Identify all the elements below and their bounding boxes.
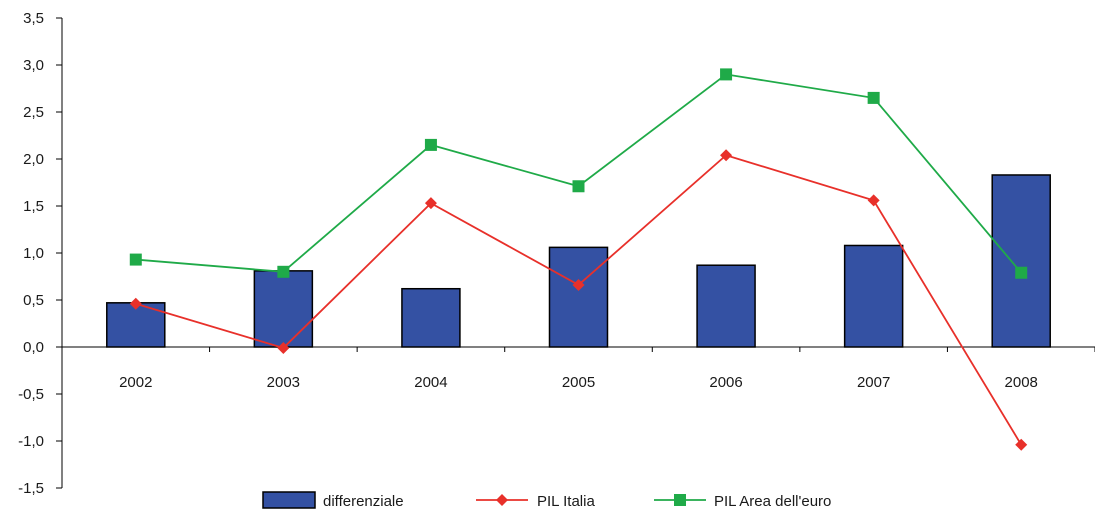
x-tick-label: 2007 — [857, 374, 890, 391]
x-tick-label: 2004 — [414, 374, 447, 391]
y-tick-label: -1,0 — [18, 433, 44, 450]
square-point — [720, 68, 733, 81]
legend-marker — [496, 494, 508, 506]
y-axis: -1,5 -1,0 -0,5 0,0 0,5 1,0 1,5 2,0 2,5 3,0 3,5 — [18, 10, 63, 497]
square-point — [424, 138, 437, 151]
x-tick-label: 2003 — [267, 374, 300, 391]
y-tick-label: -0,5 — [18, 386, 44, 403]
y-tick-label: 0,0 — [23, 339, 44, 356]
legend-label: PIL Area dell'euro — [714, 493, 831, 510]
bar — [991, 174, 1051, 348]
diamond-point — [720, 149, 733, 162]
diamond-point — [277, 341, 290, 354]
y-tick-label: 3,5 — [23, 10, 44, 27]
y-tick-label: -1,5 — [18, 480, 44, 497]
diamond-point — [424, 197, 437, 210]
square-point — [129, 253, 142, 266]
bar — [106, 302, 166, 348]
x-tick-label: 2002 — [119, 374, 152, 391]
diamond-point — [572, 278, 585, 291]
bar — [696, 264, 756, 348]
y-tick-label: 3,0 — [23, 57, 44, 74]
bar-series — [106, 174, 1051, 348]
bar — [401, 287, 461, 348]
diamond-point — [1015, 438, 1028, 451]
square-point — [1015, 266, 1028, 279]
diamond-point — [129, 297, 142, 310]
y-tick-label: 1,0 — [23, 245, 44, 262]
diamond-point — [867, 194, 880, 207]
x-tick-label: 2008 — [1005, 374, 1038, 391]
y-tick-label: 2,0 — [23, 151, 44, 168]
legend-marker — [674, 494, 686, 506]
line-series — [129, 68, 1028, 451]
x-tick-label: 2005 — [562, 374, 595, 391]
bar — [548, 246, 609, 348]
x-tick-label: 2006 — [709, 374, 742, 391]
series-line — [135, 73, 1022, 274]
y-tick-label: 1,5 — [23, 198, 44, 215]
y-tick-label: 0,5 — [23, 292, 44, 309]
legend-label: PIL Italia — [537, 493, 595, 510]
square-point — [867, 91, 880, 104]
bar — [843, 244, 904, 348]
x-axis: 2002 2003 2004 2005 2006 2007 2008 — [61, 346, 1095, 391]
square-point — [572, 180, 585, 193]
y-tick-label: 2,5 — [23, 104, 44, 121]
square-point — [277, 265, 290, 278]
legend-swatch-bar — [262, 491, 316, 509]
bar — [253, 270, 314, 348]
legend: differenziale PIL Italia PIL Area dell'eur… — [262, 491, 831, 510]
legend-label: differenziale — [323, 493, 404, 510]
